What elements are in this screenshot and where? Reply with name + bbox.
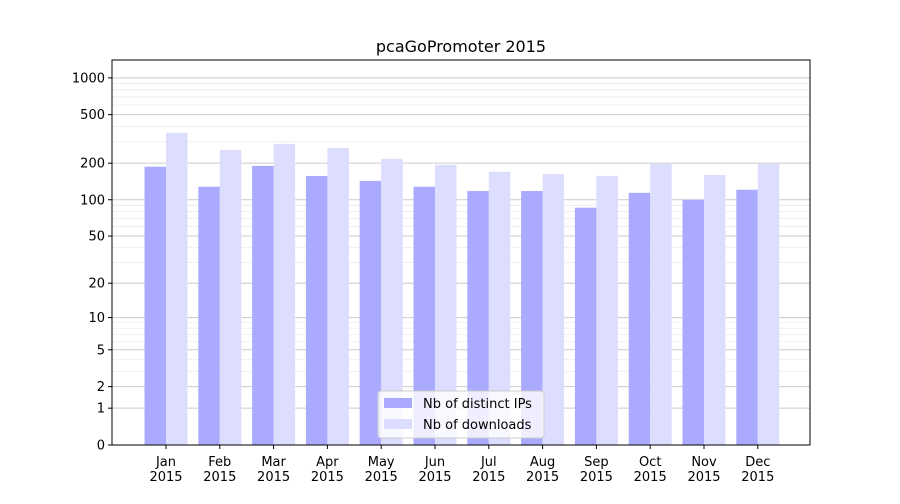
- x-tick-label: 2015: [472, 470, 505, 485]
- x-tick-label: 2015: [526, 470, 559, 485]
- bar-distinct-ips: [467, 191, 489, 445]
- legend-swatch: [384, 398, 412, 408]
- x-tick-label: 2015: [203, 470, 236, 485]
- bar-distinct-ips: [252, 165, 274, 446]
- bar-downloads: [435, 164, 457, 445]
- x-tick-label: Jul: [480, 455, 497, 470]
- bar-distinct-ips: [198, 186, 220, 445]
- bar-distinct-ips: [521, 191, 543, 445]
- bar-distinct-ips: [359, 180, 382, 446]
- y-tick-label: 0: [97, 439, 105, 454]
- y-tick-label: 2: [97, 380, 105, 395]
- y-tick-label: 1: [97, 402, 105, 417]
- x-tick-label: Nov: [691, 455, 717, 470]
- x-tick-label: 2015: [418, 470, 451, 485]
- x-tick-label: 2015: [687, 470, 720, 485]
- bar-distinct-ips: [628, 192, 651, 445]
- y-tick-label: 200: [80, 157, 105, 172]
- bar-distinct-ips: [305, 175, 328, 445]
- bar-downloads: [704, 174, 726, 445]
- x-tick-label: Dec: [745, 455, 770, 470]
- x-tick-label: Apr: [316, 455, 339, 470]
- y-tick-label: 1000: [72, 71, 105, 86]
- legend-swatch: [384, 419, 412, 429]
- bar-distinct-ips: [413, 186, 435, 445]
- x-tick-label: May: [368, 455, 395, 470]
- x-tick-label: 2015: [257, 470, 290, 485]
- x-tick-label: Oct: [639, 455, 661, 470]
- bar-distinct-ips: [682, 199, 704, 445]
- bar-distinct-ips: [574, 207, 597, 445]
- y-tick-label: 500: [80, 108, 105, 123]
- y-tick-label: 10: [88, 311, 105, 326]
- y-tick-label: 20: [88, 277, 105, 292]
- bar-downloads: [650, 163, 672, 445]
- bar-downloads: [542, 173, 565, 445]
- legend-label: Nb of downloads: [423, 418, 532, 433]
- chart-title: pcaGoPromoter 2015: [376, 37, 546, 56]
- legend: Nb of distinct IPs Nb of downloads: [377, 390, 545, 439]
- y-tick-label: 50: [88, 230, 105, 245]
- x-tick-label: Feb: [208, 455, 231, 470]
- x-tick-label: 2015: [365, 470, 398, 485]
- y-tick-label: 100: [80, 193, 105, 208]
- x-tick-label: 2015: [149, 470, 182, 485]
- x-tick-label: Aug: [530, 455, 555, 470]
- x-tick-label: Sep: [584, 455, 609, 470]
- y-tick-label: 5: [97, 343, 105, 358]
- bar-downloads: [488, 171, 511, 446]
- bar-distinct-ips: [736, 189, 758, 445]
- bar-downloads: [381, 158, 403, 445]
- bar-downloads: [596, 175, 618, 445]
- plot-frame: [111, 59, 811, 446]
- bar-downloads: [166, 132, 188, 445]
- x-tick-label: Mar: [261, 455, 286, 470]
- x-tick-label: 2015: [741, 470, 774, 485]
- x-tick-label: 2015: [311, 470, 344, 485]
- bar-downloads: [327, 147, 349, 445]
- bar-downloads: [757, 163, 780, 445]
- x-tick-label: 2015: [634, 470, 667, 485]
- bar-downloads: [219, 149, 242, 445]
- x-tick-label: 2015: [580, 470, 613, 485]
- x-tick-label: Jun: [424, 455, 445, 470]
- x-tick-label: Jan: [155, 455, 176, 470]
- legend-label: Nb of distinct IPs: [423, 397, 532, 412]
- bar-distinct-ips: [144, 166, 166, 445]
- bar-downloads: [273, 143, 296, 445]
